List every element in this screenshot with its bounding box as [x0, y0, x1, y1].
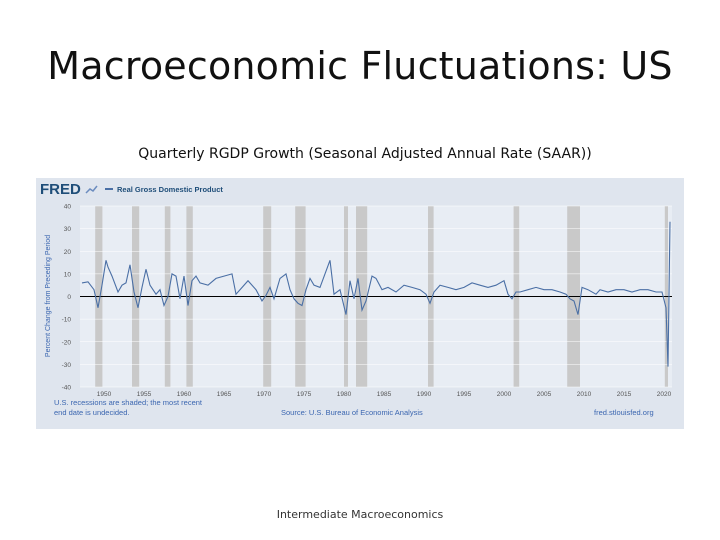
slide-footer: Intermediate Macroeconomics	[276, 508, 444, 521]
site-url[interactable]: fred.stlouisfed.org	[594, 408, 654, 417]
fred-chart: FRED Real Gross Domestic Product Percent…	[36, 178, 684, 429]
y-tick-label: -30	[62, 362, 72, 369]
x-tick-label: 2015	[617, 391, 632, 398]
y-tick-label: 40	[64, 204, 72, 211]
x-tick-label: 2000	[497, 391, 512, 398]
x-tick-label: 1980	[337, 391, 352, 398]
gdp-growth-line	[81, 221, 671, 367]
source-note: Source: U.S. Bureau of Economic Analysis	[281, 408, 423, 417]
y-tick-label: 0	[67, 294, 71, 301]
recession-note-line2: end date is undecided.	[54, 408, 129, 417]
x-tick-label: 1960	[177, 391, 192, 398]
x-tick-label: 2020	[657, 391, 672, 398]
y-tick-label: 30	[64, 226, 72, 233]
x-tick-label: 1985	[377, 391, 392, 398]
x-tick-label: 1970	[257, 391, 272, 398]
y-tick-label: -40	[62, 385, 72, 392]
y-axis-title: Percent Change from Preceding Period	[45, 235, 52, 357]
fred-chart-panel: FRED Real Gross Domestic Product Percent…	[36, 178, 684, 429]
y-tick-label: -20	[62, 339, 72, 346]
x-tick-label: 1950	[97, 391, 112, 398]
slide-title: Macroeconomic Fluctuations: US	[47, 44, 673, 88]
y-tick-label: -10	[62, 317, 72, 324]
fred-logo-graph-icon	[85, 185, 98, 194]
y-tick-label: 20	[64, 249, 72, 256]
x-tick-label: 1965	[217, 391, 232, 398]
x-tick-label: 1990	[417, 391, 432, 398]
x-tick-labels: 1950 1955 1960 1965 1970 1975 1980 1985 1990 1995…	[97, 391, 672, 398]
y-tick-labels: 40 30 20 10 0 -10 -20 -30 -40	[62, 204, 72, 392]
recession-note-line1: U.S. recessions are shaded; the most rec…	[54, 398, 203, 407]
chart-subtitle: Quarterly RGDP Growth (Seasonal Adjusted…	[138, 146, 592, 162]
legend-label: Real Gross Domestic Product	[117, 185, 223, 194]
x-tick-label: 2010	[577, 391, 592, 398]
x-tick-label: 2005	[537, 391, 552, 398]
fred-logo: FRED	[40, 181, 81, 198]
x-tick-label: 1995	[457, 391, 472, 398]
x-tick-label: 1975	[297, 391, 312, 398]
x-tick-label: 1955	[137, 391, 152, 398]
y-tick-label: 10	[64, 271, 72, 278]
